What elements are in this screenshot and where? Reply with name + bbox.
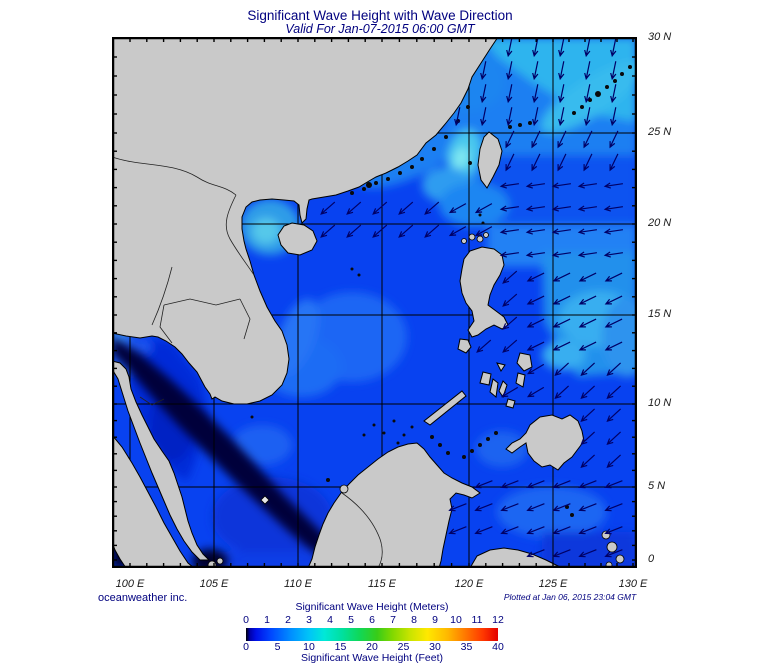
feet-tick-0: 0 [243, 641, 249, 653]
meters-tick-10: 10 [450, 614, 462, 626]
lat-label-15N: 15 N [648, 308, 672, 320]
feet-tick-20: 20 [366, 641, 378, 653]
lon-label-125E: 125 E [538, 578, 568, 590]
meters-tick-4: 4 [327, 614, 333, 626]
credit-plotted-at: Plotted at Jan 06, 2015 23:04 GMT [503, 592, 637, 602]
lat-label-20N: 20 N [648, 217, 672, 229]
wave-height-map [112, 37, 637, 568]
feet-tick-5: 5 [274, 641, 281, 653]
feet-tick-10: 10 [303, 641, 315, 653]
feet-tick-25: 25 [397, 641, 410, 653]
lat-label-5N: 5 N [648, 480, 666, 492]
meters-tick-1: 1 [264, 614, 270, 626]
lon-label-110E: 110 E [284, 578, 312, 590]
feet-tick-15: 15 [334, 641, 347, 653]
lon-label-115E: 115 E [368, 578, 396, 590]
meters-tick-6: 6 [369, 614, 375, 626]
meters-tick-11: 11 [471, 614, 483, 626]
meters-tick-12: 12 [492, 614, 504, 626]
lat-label-0: 0 [648, 553, 655, 565]
lat-label-25N: 25 N [648, 126, 672, 138]
lon-label-130E: 130 E [618, 578, 648, 590]
meters-tick-2: 2 [285, 614, 291, 626]
meters-tick-8: 8 [411, 614, 417, 626]
meters-tick-5: 5 [348, 614, 354, 626]
lon-label-120E: 120 E [454, 578, 484, 590]
chart-subtitle: Valid For Jan-07-2015 06:00 GMT [285, 22, 475, 36]
lat-label-10N: 10 N [648, 397, 672, 409]
chart-title: Significant Wave Height with Wave Direct… [247, 8, 513, 23]
legend-title-meters: Significant Wave Height (Meters) [295, 601, 449, 613]
credit-oceanweather: oceanweather inc. [98, 592, 188, 604]
lon-label-100E: 100 E [115, 578, 145, 590]
feet-tick-30: 30 [429, 641, 441, 653]
feet-tick-35: 35 [460, 641, 473, 653]
meters-tick-7: 7 [390, 614, 396, 626]
lat-label-30N: 30 N [648, 31, 672, 43]
meters-tick-3: 3 [306, 614, 312, 626]
feet-tick-40: 40 [492, 641, 504, 653]
legend-title-feet: Significant Wave Height (Feet) [300, 652, 443, 664]
legend-colorbar [246, 628, 498, 641]
lon-label-105E: 105 E [199, 578, 229, 590]
meters-tick-0: 0 [243, 614, 249, 626]
meters-tick-9: 9 [432, 614, 438, 626]
